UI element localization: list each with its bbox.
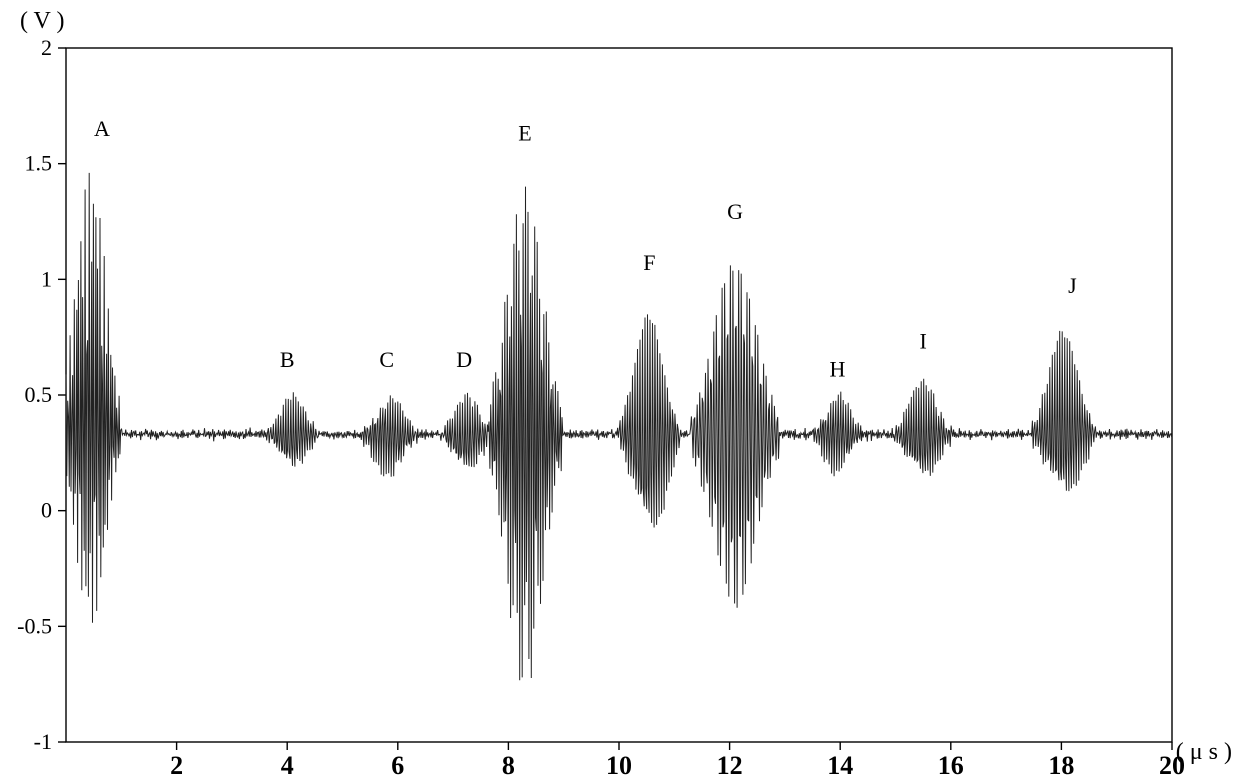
x-tick-label: 2: [170, 751, 183, 780]
burst-label: F: [643, 250, 655, 275]
x-tick-label: 16: [938, 751, 964, 780]
y-tick-label: 0: [41, 498, 52, 523]
y-tick-label: 2: [41, 35, 52, 60]
x-tick-label: 10: [606, 751, 632, 780]
y-tick-label: -1: [34, 729, 52, 754]
burst-label: H: [829, 356, 845, 381]
burst-label: J: [1068, 273, 1077, 298]
x-tick-label: 14: [827, 751, 853, 780]
y-tick-label: 0.5: [25, 382, 53, 407]
burst-label: A: [94, 116, 110, 141]
y-tick-label: 1: [41, 266, 52, 291]
burst-label: D: [456, 347, 472, 372]
burst-label: E: [518, 121, 531, 146]
plot-border: [66, 48, 1172, 742]
y-axis-unit-label: ( V ): [20, 8, 64, 35]
waveform: [66, 173, 1172, 680]
y-tick-label: 1.5: [25, 151, 53, 176]
x-axis-unit-label: ( μ s ): [1176, 739, 1232, 766]
x-tick-label: 4: [281, 751, 294, 780]
x-tick-label: 6: [391, 751, 404, 780]
x-tick-label: 12: [717, 751, 743, 780]
burst-label: I: [919, 329, 926, 354]
burst-label: C: [379, 347, 394, 372]
waveform-chart: -1-0.500.511.522468101214161820ABCDEFGHI…: [0, 0, 1240, 784]
burst-label: G: [727, 199, 743, 224]
y-tick-label: -0.5: [17, 613, 52, 638]
x-tick-label: 8: [502, 751, 515, 780]
x-tick-label: 18: [1048, 751, 1074, 780]
chart-container: { "chart": { "type": "line-waveform", "w…: [0, 0, 1240, 784]
burst-label: B: [280, 347, 295, 372]
